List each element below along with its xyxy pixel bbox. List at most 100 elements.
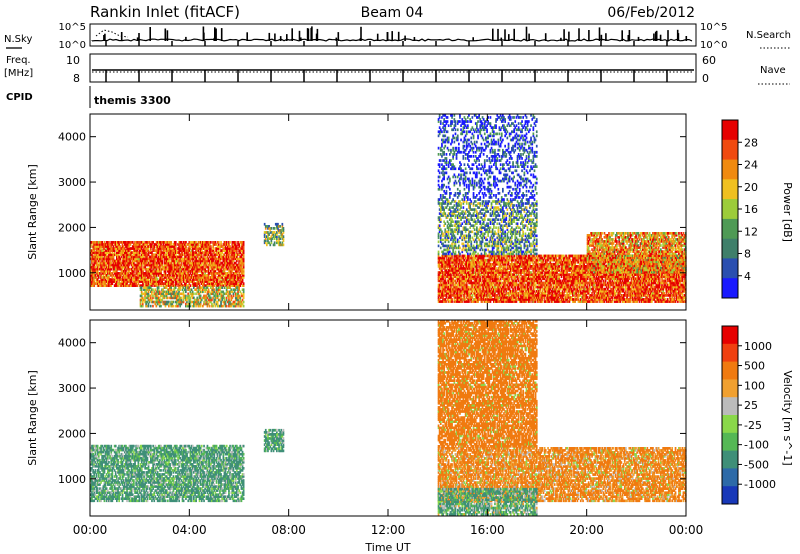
power-cell-0 (189, 247, 192, 250)
power-cell-0 (137, 274, 140, 277)
power-cell-1 (170, 296, 172, 300)
power-cell-0 (110, 241, 113, 244)
power-cell-0 (163, 278, 166, 281)
power-cell-0 (241, 274, 244, 277)
power-cell-0 (137, 257, 140, 261)
power-cell-1 (151, 292, 153, 296)
power-cell-0 (216, 257, 219, 261)
power-cell-0 (169, 265, 171, 269)
power-cell-1 (211, 298, 213, 302)
power-cell-0 (236, 257, 238, 261)
power-cell-0 (185, 261, 187, 265)
power-cell-2 (269, 227, 272, 230)
power-cell-0 (159, 263, 161, 267)
power-cell-0 (234, 255, 237, 259)
power-cell-0 (211, 263, 213, 267)
power-cell-0 (90, 253, 92, 257)
power-cell-0 (207, 253, 210, 257)
power-cell-0 (212, 282, 214, 285)
power-cell-0 (126, 257, 128, 261)
power-cell-0 (227, 255, 229, 259)
power-cell-0 (145, 282, 148, 285)
power-cell-0 (188, 261, 191, 265)
power-cell-1 (163, 290, 166, 294)
power-cell-0 (174, 267, 177, 271)
power-cell-1 (174, 292, 177, 296)
power-cell-0 (107, 261, 109, 265)
power-cell-0 (163, 276, 166, 279)
power-cell-0 (91, 272, 93, 275)
power-cell-0 (104, 261, 107, 265)
power-cell-0 (160, 276, 162, 279)
power-cell-0 (213, 255, 216, 259)
power-cell-0 (177, 267, 179, 271)
power-cell-0 (184, 247, 186, 250)
power-cell-0 (208, 284, 211, 287)
power-cell-0 (219, 265, 221, 269)
power-cell-0 (236, 253, 238, 257)
power-cell-1 (227, 294, 229, 298)
power-cell-0 (174, 243, 177, 246)
power-cell-2 (282, 227, 285, 230)
power-cell-1 (229, 302, 231, 306)
power-cell-0 (112, 259, 115, 263)
power-cell-0 (99, 282, 101, 285)
power-cell-1 (199, 290, 202, 294)
power-cell-0 (184, 265, 186, 269)
power-cell-0 (238, 257, 240, 261)
power-cell-1 (185, 286, 187, 289)
power-cell-1 (203, 302, 205, 306)
power-cell-0 (186, 259, 188, 263)
power-cell-0 (196, 272, 199, 275)
power-cell-0 (109, 267, 111, 271)
power-cell-0 (139, 280, 142, 283)
power-cell-0 (139, 247, 142, 250)
power-cell-0 (182, 257, 185, 261)
power-cell-0 (196, 284, 199, 287)
power-cell-0 (130, 267, 133, 271)
power-cell-0 (232, 249, 235, 252)
power-cell-0 (93, 267, 96, 271)
power-cell-0 (104, 263, 107, 267)
power-cell-0 (93, 261, 96, 265)
power-cell-0 (217, 282, 220, 285)
power-cell-0 (222, 255, 225, 259)
power-cell-0 (210, 282, 212, 285)
power-cell-0 (116, 263, 118, 267)
power-cell-2 (272, 227, 275, 230)
power-cell-0 (92, 245, 94, 248)
power-cell-0 (122, 261, 125, 265)
power-cell-0 (99, 247, 101, 250)
power-cell-0 (205, 251, 208, 254)
power-cell-0 (105, 247, 108, 250)
power-cell-1 (203, 294, 205, 298)
power-cell-0 (100, 282, 102, 285)
power-cell-0 (146, 267, 149, 271)
power-cell-0 (160, 269, 162, 273)
power-cell-0 (191, 255, 194, 259)
power-cell-0 (135, 278, 137, 281)
power-cell-0 (212, 269, 214, 273)
power-cell-0 (117, 263, 119, 267)
power-cell-0 (109, 265, 111, 269)
power-cell-0 (150, 280, 152, 283)
power-cell-0 (223, 259, 226, 263)
power-cell-0 (200, 243, 203, 246)
power-cell-0 (177, 263, 179, 267)
power-cell-0 (133, 280, 135, 283)
power-cell-0 (122, 265, 125, 269)
power-cell-0 (217, 274, 220, 277)
power-cell-1 (240, 294, 243, 298)
power-cell-0 (171, 265, 174, 269)
power-cell-0 (219, 251, 221, 254)
power-cell-0 (241, 261, 244, 265)
power-cell-0 (144, 282, 146, 285)
power-cell-0 (236, 269, 238, 273)
power-cell-0 (240, 255, 243, 259)
power-cell-0 (170, 245, 173, 248)
power-cell-3 (439, 271, 442, 274)
power-cell-0 (230, 257, 233, 261)
power-cell-0 (120, 249, 123, 252)
power-cell-0 (185, 284, 187, 287)
power-cell-0 (152, 282, 154, 285)
